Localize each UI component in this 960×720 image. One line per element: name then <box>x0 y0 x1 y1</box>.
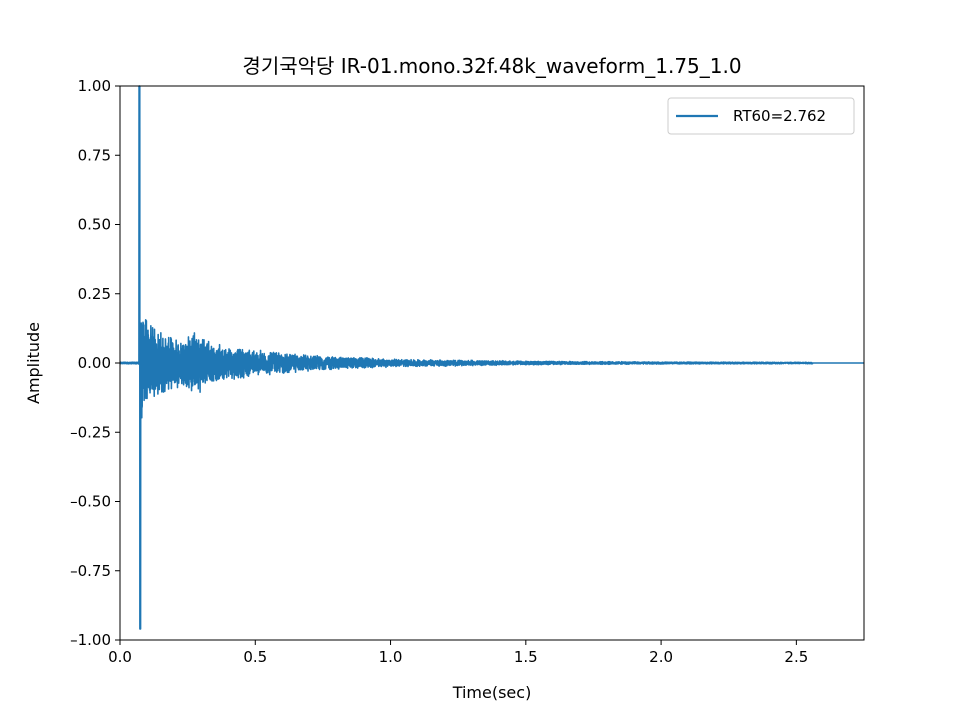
legend-label-rt60: RT60=2.762 <box>733 107 826 125</box>
y-tick-label: 0.50 <box>78 216 111 234</box>
y-axis-ticks: 1.00 0.75 0.50 0.25 0.00 –0.25 –0.50 –0.75 –1.00 <box>70 77 120 649</box>
y-axis-label: Amplitude <box>24 322 43 404</box>
x-tick-label: 0.0 <box>108 648 132 666</box>
x-tick-label: 1.5 <box>514 648 538 666</box>
y-tick-label: 1.00 <box>78 77 111 95</box>
y-tick-label: –1.00 <box>70 631 111 649</box>
x-tick-label: 0.5 <box>243 648 267 666</box>
y-tick-label: 0.00 <box>78 354 111 372</box>
y-tick-label: –0.25 <box>70 423 111 441</box>
y-tick-label: –0.75 <box>70 562 111 580</box>
waveform-series-line <box>119 85 865 630</box>
x-axis-label: Time(sec) <box>452 683 532 702</box>
x-axis-ticks: 0.0 0.5 1.0 1.5 2.0 2.5 <box>108 640 808 666</box>
plot-area <box>119 85 865 641</box>
legend: RT60=2.762 <box>667 97 855 135</box>
y-tick-label: 0.75 <box>78 146 111 164</box>
series-layer <box>119 85 865 630</box>
chart-title: 경기국악당 IR-01.mono.32f.48k_waveform_1.75_1… <box>242 54 741 78</box>
y-tick-label: 0.25 <box>78 285 111 303</box>
y-tick-label: –0.50 <box>70 493 111 511</box>
x-tick-label: 2.0 <box>649 648 673 666</box>
legend-box <box>667 97 855 135</box>
x-tick-label: 2.5 <box>784 648 808 666</box>
x-tick-label: 1.0 <box>379 648 403 666</box>
